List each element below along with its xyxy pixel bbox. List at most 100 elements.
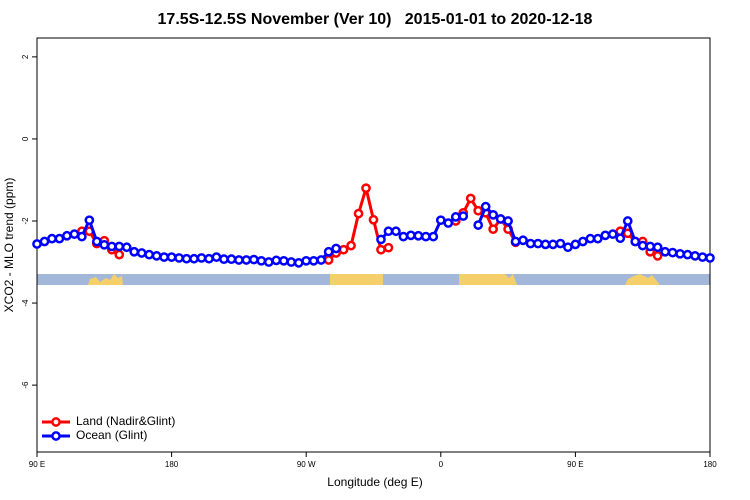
point [406, 230, 416, 241]
y-tick-label: 2 [21, 54, 30, 59]
point [286, 257, 297, 267]
point [697, 252, 708, 262]
point [563, 242, 573, 253]
point [652, 242, 663, 253]
point [353, 208, 364, 219]
point [495, 214, 506, 224]
legend-marker [51, 431, 61, 441]
point [121, 242, 132, 253]
point [361, 183, 371, 194]
point [570, 239, 581, 250]
x-tick-label: 90 E [567, 460, 583, 469]
land-patch [625, 274, 660, 285]
point [293, 257, 304, 268]
point [682, 249, 693, 260]
point [473, 220, 484, 230]
point [488, 209, 498, 220]
point [189, 253, 199, 264]
x-tick-label: 90 W [297, 460, 316, 469]
point [211, 252, 222, 262]
point [540, 239, 551, 250]
point [660, 246, 670, 257]
y-tick-label: -6 [21, 381, 30, 389]
point [645, 241, 656, 252]
land-patch [330, 274, 383, 285]
point [106, 241, 117, 252]
point [323, 246, 334, 257]
point [129, 246, 140, 257]
point [84, 215, 95, 226]
point [308, 255, 319, 266]
point [383, 226, 394, 237]
point [383, 242, 394, 253]
point [615, 233, 626, 244]
point [548, 239, 558, 250]
point [241, 255, 252, 265]
point [690, 251, 700, 261]
x-tick-label: 180 [703, 460, 717, 469]
y-tick-label: 0 [21, 136, 30, 141]
point [54, 233, 65, 244]
point [32, 239, 42, 249]
point [435, 215, 446, 226]
point [271, 255, 282, 266]
point [376, 234, 386, 245]
point [705, 253, 715, 263]
point [39, 236, 50, 247]
point [151, 251, 162, 261]
point [368, 214, 379, 225]
point [592, 233, 603, 244]
point [428, 231, 439, 242]
point [585, 233, 596, 244]
point [600, 230, 611, 241]
point [114, 249, 125, 260]
point [465, 193, 476, 204]
point [166, 252, 177, 262]
point [637, 240, 648, 251]
point [77, 231, 87, 242]
point [323, 255, 334, 265]
point [69, 229, 80, 239]
point [204, 253, 214, 264]
point [420, 231, 431, 242]
point [114, 241, 125, 252]
point [91, 236, 102, 247]
point [331, 243, 341, 254]
point [174, 253, 184, 263]
point [525, 238, 536, 249]
point [450, 212, 461, 222]
point [301, 255, 312, 266]
chart-title: 17.5S-12.5S November (Ver 10) 2015-01-01… [158, 11, 593, 28]
point [473, 205, 484, 216]
point [278, 255, 289, 266]
point [219, 254, 229, 265]
land-patch [88, 274, 123, 285]
point [533, 238, 543, 249]
point [47, 233, 57, 244]
point [391, 226, 401, 237]
point [458, 211, 469, 221]
legend-marker [51, 417, 61, 427]
point [136, 248, 147, 258]
point [518, 235, 528, 246]
point [196, 253, 207, 263]
x-axis-label: Longitude (deg E) [327, 475, 422, 489]
point [555, 238, 566, 249]
land-mask-strip [37, 274, 710, 285]
point [398, 231, 409, 242]
point [630, 236, 641, 247]
point [376, 244, 386, 255]
legend-label: Land (Nadir&Glint) [76, 414, 175, 428]
point [256, 255, 267, 266]
point [181, 253, 192, 264]
point [234, 255, 244, 265]
point [263, 257, 274, 267]
x-tick-label: 0 [439, 460, 444, 469]
point [510, 236, 521, 247]
point [652, 251, 663, 261]
point [488, 224, 498, 235]
y-tick-label: -2 [21, 217, 30, 225]
point [249, 254, 259, 265]
